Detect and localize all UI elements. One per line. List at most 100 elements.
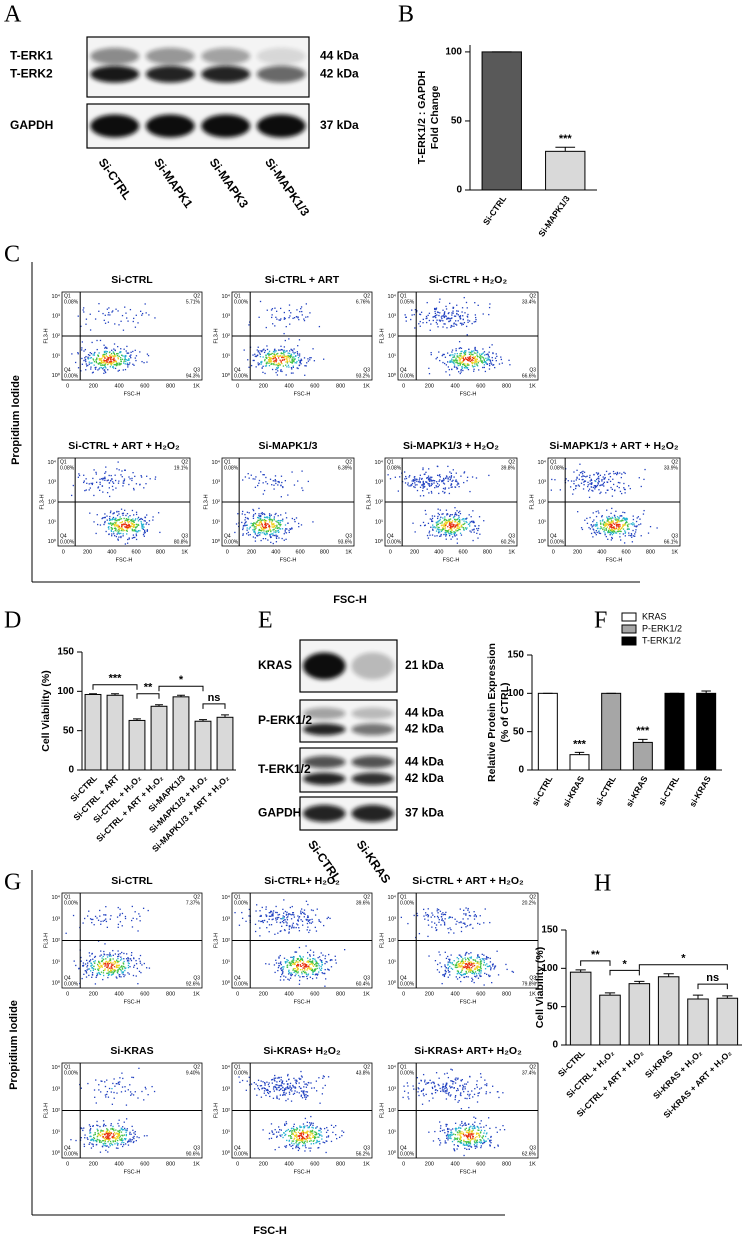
- event-dot: [455, 348, 456, 349]
- event-dot: [420, 495, 421, 496]
- event-dot: [269, 517, 270, 518]
- event-dot: [449, 519, 450, 520]
- event-dot: [610, 532, 611, 533]
- event-dot: [439, 514, 440, 515]
- event-dot: [105, 1150, 106, 1151]
- event-dot: [113, 1078, 114, 1079]
- event-dot: [475, 961, 476, 962]
- event-dot: [302, 921, 303, 922]
- event-dot: [316, 962, 317, 963]
- event-dot: [109, 352, 110, 353]
- plot-x-label: FSC-H: [124, 391, 141, 397]
- event-dot: [597, 485, 598, 486]
- event-dot: [429, 531, 430, 532]
- event-dot: [124, 520, 125, 521]
- event-dot: [95, 1079, 96, 1080]
- event-dot: [100, 340, 101, 341]
- event-dot: [283, 975, 284, 976]
- event-dot: [139, 484, 140, 485]
- event-dot: [259, 524, 260, 525]
- plot-x-label: FSC-H: [606, 557, 623, 563]
- y-tick-label: 10⁴: [52, 1064, 61, 1071]
- event-dot: [624, 489, 625, 490]
- blot-band: [351, 724, 394, 736]
- event-dot: [462, 307, 463, 308]
- event-dot: [108, 528, 109, 529]
- event-dot: [473, 911, 474, 912]
- event-dot: [105, 466, 106, 467]
- plot-title: Si-MAPK1/3 + H₂O₂: [403, 440, 499, 452]
- event-dot: [112, 1083, 113, 1084]
- event-dot: [293, 962, 294, 963]
- event-dot: [482, 348, 483, 349]
- event-dot: [482, 367, 483, 368]
- event-dot: [462, 918, 463, 919]
- event-dot: [416, 479, 417, 480]
- event-dot: [434, 311, 435, 312]
- y-tick-label: 10⁴: [388, 293, 397, 300]
- event-dot: [459, 522, 460, 523]
- event-dot: [443, 534, 444, 535]
- event-dot: [318, 963, 319, 964]
- event-dot: [328, 917, 329, 918]
- event-dot: [293, 353, 294, 354]
- event-dot: [447, 352, 448, 353]
- scatter-dots: [238, 1071, 344, 1153]
- event-dot: [316, 930, 317, 931]
- event-dot: [288, 970, 289, 971]
- event-dot: [113, 531, 114, 532]
- event-dot: [136, 963, 137, 964]
- event-dot: [110, 1141, 111, 1142]
- event-dot: [255, 910, 256, 911]
- event-dot: [315, 965, 316, 966]
- event-dot: [96, 361, 97, 362]
- event-dot: [414, 478, 415, 479]
- event-dot: [107, 977, 108, 978]
- event-dot: [262, 474, 263, 475]
- event-dot: [478, 528, 479, 529]
- event-dot: [254, 526, 255, 527]
- event-dot: [115, 524, 116, 525]
- event-dot: [299, 311, 300, 312]
- event-dot: [127, 1128, 128, 1129]
- event-dot: [450, 525, 451, 526]
- event-dot: [287, 979, 288, 980]
- x-tick-label: si-KRAS: [624, 774, 650, 809]
- event-dot: [97, 1130, 98, 1131]
- y-tick-label: 50: [63, 725, 75, 736]
- event-dot: [488, 314, 489, 315]
- event-dot: [591, 533, 592, 534]
- event-dot: [450, 514, 451, 515]
- event-dot: [111, 972, 112, 973]
- event-dot: [100, 967, 101, 968]
- event-dot: [136, 315, 137, 316]
- event-dot: [476, 967, 477, 968]
- event-dot: [106, 967, 107, 968]
- event-dot: [583, 484, 584, 485]
- y-tick-label: 10⁴: [52, 293, 61, 300]
- event-dot: [104, 352, 105, 353]
- event-dot: [303, 976, 304, 977]
- event-dot: [110, 1143, 111, 1144]
- event-dot: [79, 475, 80, 476]
- event-dot: [109, 516, 110, 517]
- event-dot: [454, 507, 455, 508]
- event-dot: [87, 1083, 88, 1084]
- event-dot: [271, 354, 272, 355]
- scatter-dots: [234, 470, 313, 544]
- event-dot: [591, 486, 592, 487]
- x-tick-label: 200: [425, 991, 434, 997]
- event-dot: [466, 302, 467, 303]
- event-dot: [107, 492, 108, 493]
- event-dot: [105, 360, 106, 361]
- event-dot: [114, 1086, 115, 1087]
- event-dot: [290, 978, 291, 979]
- event-dot: [442, 310, 443, 311]
- event-dot: [112, 1129, 113, 1130]
- event-dot: [612, 489, 613, 490]
- event-dot: [100, 1135, 101, 1136]
- event-dot: [117, 958, 118, 959]
- event-dot: [114, 1132, 115, 1133]
- event-dot: [619, 521, 620, 522]
- event-dot: [131, 1077, 132, 1078]
